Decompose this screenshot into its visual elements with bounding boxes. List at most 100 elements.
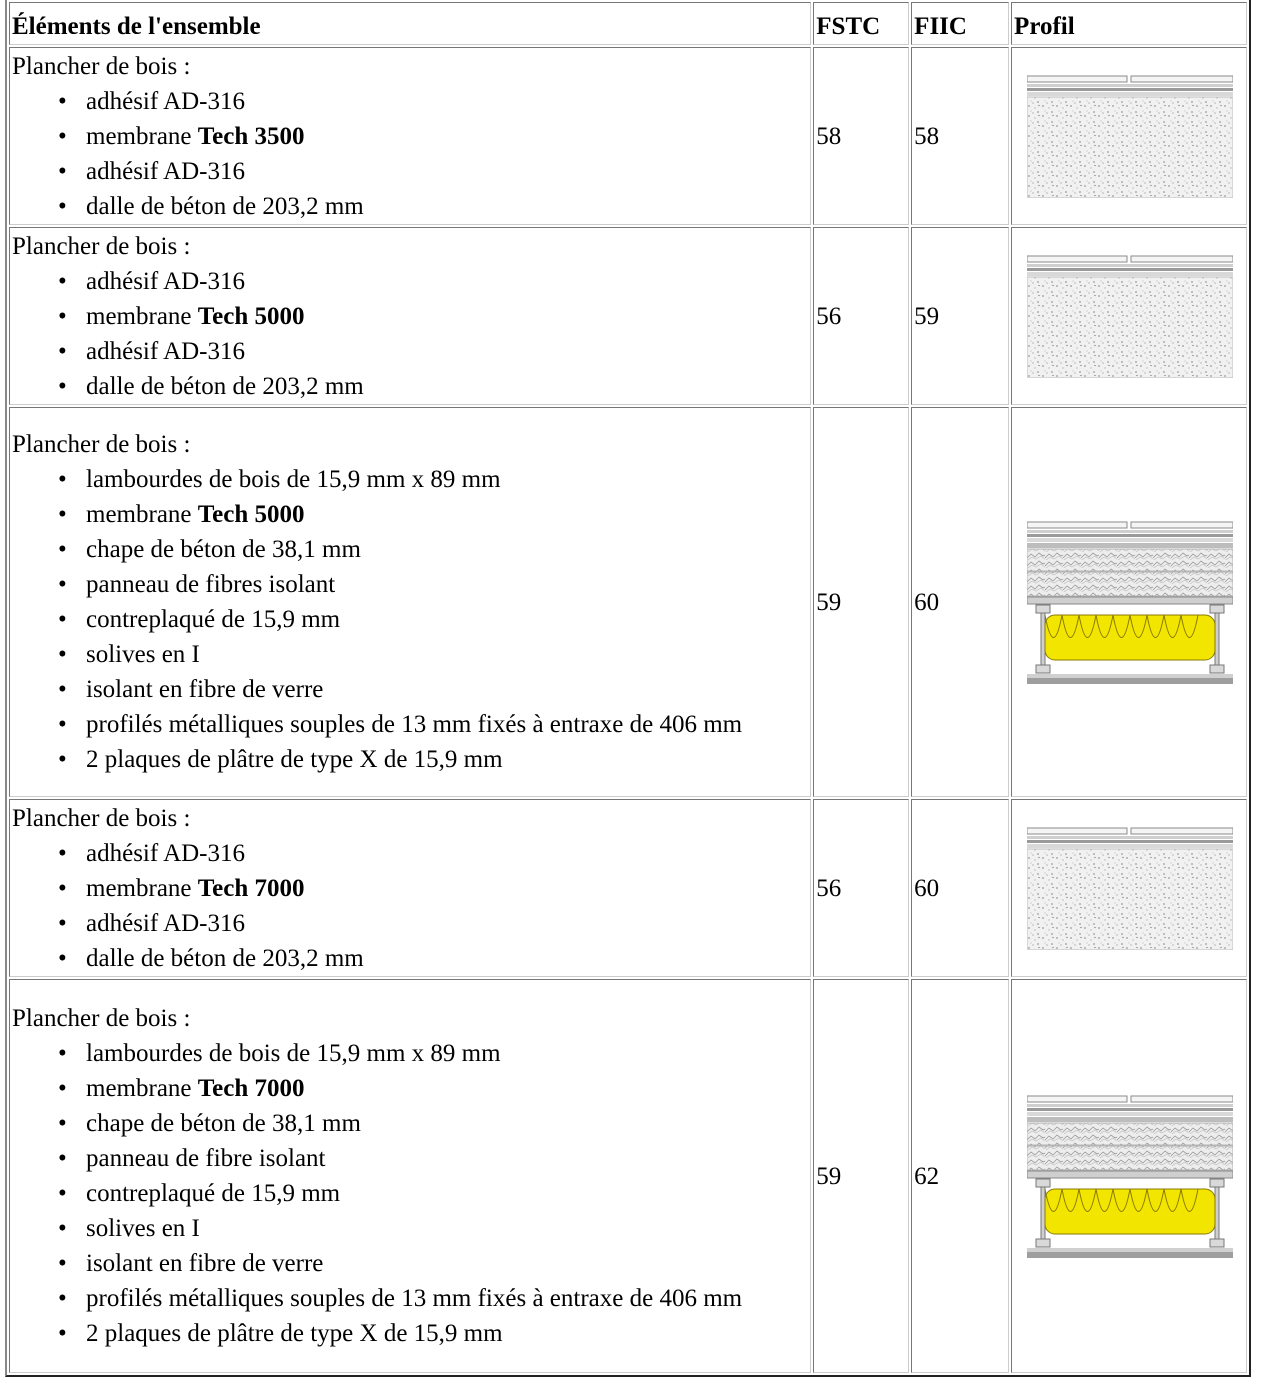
concrete-slab-profile-icon xyxy=(1027,75,1234,198)
membrane-product-name: Tech 5000 xyxy=(197,302,305,330)
item-text: isolant en fibre de verre xyxy=(86,676,324,703)
elements-cell: Plancher de bois : adhésif AD-316 membrane… xyxy=(9,47,812,225)
profile-cell xyxy=(1011,799,1247,977)
item-text: contreplaqué de 15,9 mm xyxy=(86,1180,341,1207)
item-text: membrane xyxy=(86,122,198,150)
list-item: adhésif AD-316 xyxy=(58,906,810,941)
joist-assembly-profile-icon xyxy=(1027,1095,1234,1258)
item-text: dalle de béton de 203,2 mm xyxy=(86,372,364,400)
joist-assembly-profile-icon xyxy=(1027,521,1234,684)
component-list: adhésif AD-316 membrane Tech 7000 adhésif … xyxy=(12,836,810,976)
list-item: dalle de béton de 203,2 mm xyxy=(58,189,810,224)
list-item: adhésif AD-316 xyxy=(58,836,810,871)
list-item: membrane Tech 7000 xyxy=(58,871,810,906)
item-text: lambourdes de bois de 15,9 mm x 89 mm xyxy=(86,466,501,493)
item-text: dalle de béton de 203,2 mm xyxy=(86,192,364,220)
profile-cell xyxy=(1011,47,1247,225)
item-text: 2 plaques de plâtre de type X de 15,9 mm xyxy=(86,1320,503,1347)
list-item: isolant en fibre de verre xyxy=(58,672,810,707)
table-header-row: Éléments de l'ensemble FSTC FIIC Profil xyxy=(9,2,1247,45)
item-text: profilés métalliques souples de 13 mm fi… xyxy=(86,711,743,738)
assembly-intro: Plancher de bois : xyxy=(12,431,191,458)
item-text: contreplaqué de 15,9 mm xyxy=(86,606,341,633)
item-text: adhésif AD-316 xyxy=(86,87,245,115)
item-text: membrane xyxy=(86,501,198,528)
item-text: adhésif AD-316 xyxy=(86,157,245,185)
item-text: chape de béton de 38,1 mm xyxy=(86,536,361,563)
component-list: lambourdes de bois de 15,9 mm x 89 mm mem… xyxy=(12,1036,810,1351)
list-item: membrane Tech 7000 xyxy=(58,1071,810,1106)
list-item: contreplaqué de 15,9 mm xyxy=(58,602,810,637)
assembly-intro: Plancher de bois : xyxy=(12,804,191,832)
concrete-slab-profile-icon xyxy=(1027,827,1234,950)
assembly-intro: Plancher de bois : xyxy=(12,52,191,80)
list-item: membrane Tech 5000 xyxy=(58,299,810,334)
item-text: adhésif AD-316 xyxy=(86,909,245,937)
membrane-product-name: Tech 3500 xyxy=(197,122,305,150)
header-fstc: FSTC xyxy=(813,2,910,45)
list-item: chape de béton de 38,1 mm xyxy=(58,532,810,567)
list-item: lambourdes de bois de 15,9 mm x 89 mm xyxy=(58,1036,810,1071)
item-text: solives en I xyxy=(86,1215,200,1242)
assembly-intro: Plancher de bois : xyxy=(12,232,191,260)
item-text: 2 plaques de plâtre de type X de 15,9 mm xyxy=(86,746,503,773)
list-item: chape de béton de 38,1 mm xyxy=(58,1106,810,1141)
profile-cell xyxy=(1011,407,1247,797)
list-item: dalle de béton de 203,2 mm xyxy=(58,941,810,976)
profile-cell xyxy=(1011,979,1247,1373)
concrete-slab-profile-icon xyxy=(1027,255,1234,378)
membrane-product-name: Tech 7000 xyxy=(197,874,305,902)
fiic-value: 59 xyxy=(911,227,1010,405)
list-item: panneau de fibre isolant xyxy=(58,1141,810,1176)
fstc-value: 56 xyxy=(813,227,910,405)
list-item: membrane Tech 3500 xyxy=(58,119,810,154)
table-row: Plancher de bois : lambourdes de bois de … xyxy=(9,407,1247,797)
membrane-product-name: Tech 5000 xyxy=(197,501,305,528)
fstc-value: 59 xyxy=(813,407,910,797)
list-item: 2 plaques de plâtre de type X de 15,9 mm xyxy=(58,742,810,777)
fiic-value: 62 xyxy=(911,979,1010,1373)
item-text: adhésif AD-316 xyxy=(86,337,245,365)
item-text: panneau de fibre isolant xyxy=(86,1145,326,1172)
list-item: adhésif AD-316 xyxy=(58,334,810,369)
fstc-value: 59 xyxy=(813,979,910,1373)
list-item: adhésif AD-316 xyxy=(58,264,810,299)
list-item: adhésif AD-316 xyxy=(58,84,810,119)
item-text: isolant en fibre de verre xyxy=(86,1250,324,1277)
component-list: adhésif AD-316 membrane Tech 3500 adhésif … xyxy=(12,84,810,224)
list-item: dalle de béton de 203,2 mm xyxy=(58,369,810,404)
table-row: Plancher de bois : adhésif AD-316 membrane… xyxy=(9,799,1247,977)
list-item: profilés métalliques souples de 13 mm fi… xyxy=(58,1281,810,1316)
item-text: panneau de fibres isolant xyxy=(86,571,336,598)
header-fiic: FIIC xyxy=(911,2,1010,45)
list-item: contreplaqué de 15,9 mm xyxy=(58,1176,810,1211)
elements-cell: Plancher de bois : adhésif AD-316 membrane… xyxy=(9,799,812,977)
list-item: lambourdes de bois de 15,9 mm x 89 mm xyxy=(58,462,810,497)
item-text: adhésif AD-316 xyxy=(86,267,245,295)
profile-cell xyxy=(1011,227,1247,405)
component-list: adhésif AD-316 membrane Tech 5000 adhésif … xyxy=(12,264,810,404)
table-row: Plancher de bois : adhésif AD-316 membrane… xyxy=(9,47,1247,225)
elements-cell: Plancher de bois : lambourdes de bois de … xyxy=(9,407,812,797)
table-body: Plancher de bois : adhésif AD-316 membrane… xyxy=(9,47,1247,1373)
table-row: Plancher de bois : lambourdes de bois de … xyxy=(9,979,1247,1373)
fstc-value: 56 xyxy=(813,799,910,977)
table-row: Plancher de bois : adhésif AD-316 membrane… xyxy=(9,227,1247,405)
item-text: lambourdes de bois de 15,9 mm x 89 mm xyxy=(86,1040,501,1067)
list-item: solives en I xyxy=(58,1211,810,1246)
header-profile: Profil xyxy=(1011,2,1247,45)
list-item: profilés métalliques souples de 13 mm fi… xyxy=(58,707,810,742)
item-text: membrane xyxy=(86,874,198,902)
assembly-intro: Plancher de bois : xyxy=(12,1005,191,1032)
fstc-value: 58 xyxy=(813,47,910,225)
fiic-value: 60 xyxy=(911,799,1010,977)
list-item: isolant en fibre de verre xyxy=(58,1246,810,1281)
item-text: profilés métalliques souples de 13 mm fi… xyxy=(86,1285,743,1312)
list-item: solives en I xyxy=(58,637,810,672)
component-list: lambourdes de bois de 15,9 mm x 89 mm mem… xyxy=(12,462,810,777)
list-item: membrane Tech 5000 xyxy=(58,497,810,532)
item-text: membrane xyxy=(86,1075,198,1102)
elements-cell: Plancher de bois : adhésif AD-316 membrane… xyxy=(9,227,812,405)
item-text: chape de béton de 38,1 mm xyxy=(86,1110,361,1137)
fiic-value: 58 xyxy=(911,47,1010,225)
